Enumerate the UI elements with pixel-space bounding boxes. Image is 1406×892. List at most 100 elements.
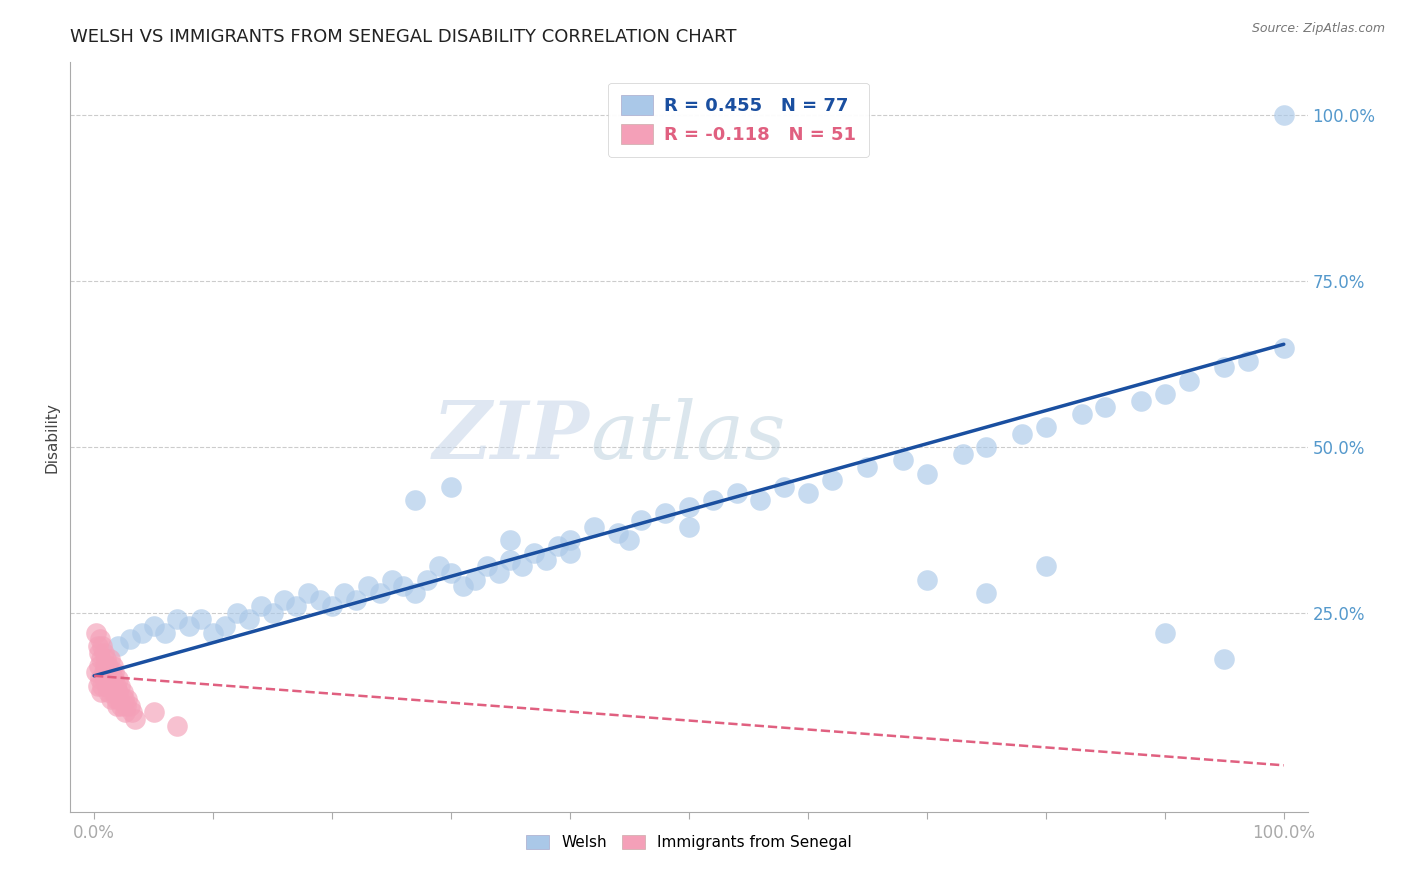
Point xyxy=(104,679,127,693)
Point xyxy=(1094,401,1116,415)
Point xyxy=(582,519,605,533)
Point xyxy=(558,546,581,560)
Point xyxy=(110,698,132,713)
Point xyxy=(115,698,138,713)
Point xyxy=(404,586,426,600)
Point xyxy=(1011,426,1033,441)
Point xyxy=(214,619,236,633)
Point xyxy=(678,519,700,533)
Point xyxy=(1153,625,1175,640)
Point xyxy=(821,473,844,487)
Point xyxy=(464,573,486,587)
Point xyxy=(547,540,569,554)
Point xyxy=(105,685,128,699)
Point xyxy=(273,592,295,607)
Point xyxy=(107,639,129,653)
Point xyxy=(103,665,125,680)
Point xyxy=(404,493,426,508)
Point xyxy=(89,672,111,686)
Point xyxy=(1237,354,1260,368)
Point xyxy=(101,679,124,693)
Point xyxy=(523,546,546,560)
Point xyxy=(630,513,652,527)
Point xyxy=(357,579,380,593)
Point xyxy=(101,685,124,699)
Point xyxy=(179,619,201,633)
Point xyxy=(202,625,225,640)
Point xyxy=(678,500,700,514)
Point xyxy=(262,606,284,620)
Point xyxy=(166,718,188,732)
Point xyxy=(915,467,938,481)
Point xyxy=(1035,420,1057,434)
Point xyxy=(94,672,117,686)
Text: WELSH VS IMMIGRANTS FROM SENEGAL DISABILITY CORRELATION CHART: WELSH VS IMMIGRANTS FROM SENEGAL DISABIL… xyxy=(70,28,737,45)
Point xyxy=(103,672,125,686)
Point xyxy=(94,652,117,666)
Point xyxy=(915,573,938,587)
Point xyxy=(98,672,121,686)
Text: atlas: atlas xyxy=(591,399,786,475)
Point xyxy=(333,586,356,600)
Point xyxy=(87,646,110,660)
Point xyxy=(1272,341,1295,355)
Point xyxy=(124,712,146,726)
Point xyxy=(488,566,510,580)
Point xyxy=(101,672,124,686)
Point xyxy=(249,599,271,614)
Point xyxy=(856,459,879,474)
Point xyxy=(101,658,124,673)
Legend: Welsh, Immigrants from Senegal: Welsh, Immigrants from Senegal xyxy=(520,830,858,856)
Point xyxy=(93,665,115,680)
Point xyxy=(90,685,112,699)
Point xyxy=(86,665,108,680)
Point xyxy=(155,625,177,640)
Point xyxy=(952,447,974,461)
Point xyxy=(225,606,247,620)
Point xyxy=(416,573,439,587)
Point xyxy=(427,559,450,574)
Point xyxy=(1153,387,1175,401)
Point xyxy=(499,533,522,547)
Point xyxy=(86,639,108,653)
Point xyxy=(142,619,165,633)
Point xyxy=(86,625,108,640)
Point xyxy=(725,486,748,500)
Point xyxy=(1130,393,1153,408)
Point xyxy=(309,592,332,607)
Point xyxy=(1213,360,1236,375)
Point xyxy=(94,658,117,673)
Point xyxy=(451,579,474,593)
Point xyxy=(89,632,111,647)
Point xyxy=(976,586,998,600)
Point xyxy=(321,599,343,614)
Point xyxy=(108,692,131,706)
Point xyxy=(87,658,110,673)
Point xyxy=(114,705,136,719)
Point xyxy=(654,506,676,520)
Point xyxy=(118,698,141,713)
Point xyxy=(773,480,796,494)
Point xyxy=(131,625,153,640)
Point xyxy=(1035,559,1057,574)
Point xyxy=(891,453,914,467)
Point xyxy=(98,652,121,666)
Point xyxy=(91,679,114,693)
Point xyxy=(96,679,118,693)
Point xyxy=(392,579,415,593)
Point xyxy=(558,533,581,547)
Point xyxy=(499,553,522,567)
Point xyxy=(100,665,122,680)
Point xyxy=(749,493,772,508)
Text: ZIP: ZIP xyxy=(433,399,591,475)
Point xyxy=(190,612,212,626)
Point xyxy=(104,692,127,706)
Point xyxy=(97,685,120,699)
Point xyxy=(117,692,139,706)
Point xyxy=(111,685,134,699)
Point xyxy=(94,658,117,673)
Point xyxy=(1213,652,1236,666)
Point xyxy=(976,440,998,454)
Point xyxy=(90,652,112,666)
Point xyxy=(368,586,391,600)
